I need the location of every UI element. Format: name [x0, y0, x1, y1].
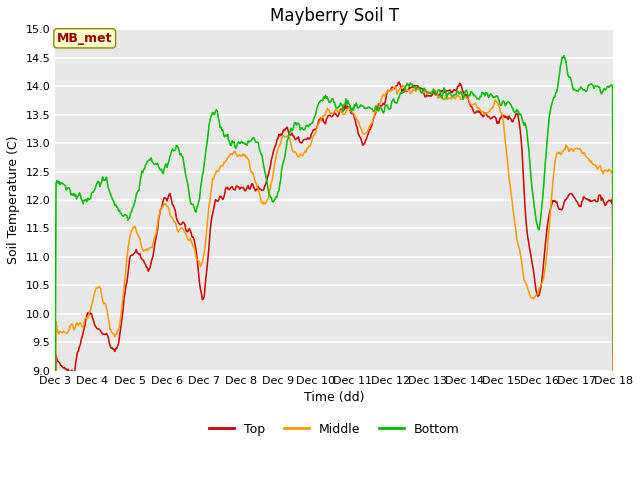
Middle	[195, 258, 202, 264]
Middle	[610, 406, 618, 411]
Title: Mayberry Soil T: Mayberry Soil T	[269, 7, 399, 25]
Bottom	[424, 89, 432, 95]
Legend: Top, Middle, Bottom: Top, Middle, Bottom	[204, 418, 465, 441]
Bottom	[380, 108, 388, 114]
Bottom	[150, 161, 158, 167]
Top	[396, 79, 403, 85]
Bottom	[560, 53, 568, 59]
Bottom	[472, 94, 479, 100]
Middle	[399, 83, 406, 88]
Middle	[472, 102, 480, 108]
X-axis label: Time (dd): Time (dd)	[304, 391, 365, 404]
Y-axis label: Soil Temperature (C): Soil Temperature (C)	[7, 136, 20, 264]
Middle	[304, 146, 312, 152]
Line: Top: Top	[55, 82, 614, 480]
Top	[195, 272, 202, 277]
Top	[610, 424, 618, 430]
Text: MB_met: MB_met	[57, 32, 113, 45]
Line: Bottom: Bottom	[55, 56, 614, 416]
Bottom	[610, 351, 618, 357]
Top	[150, 247, 158, 253]
Top	[425, 93, 433, 98]
Middle	[380, 93, 388, 99]
Middle	[150, 237, 158, 242]
Top	[472, 108, 480, 114]
Bottom	[304, 123, 312, 129]
Bottom	[195, 199, 202, 204]
Top	[380, 102, 388, 108]
Line: Middle: Middle	[55, 85, 614, 480]
Top	[304, 135, 312, 141]
Bottom	[51, 413, 59, 419]
Middle	[425, 89, 433, 95]
